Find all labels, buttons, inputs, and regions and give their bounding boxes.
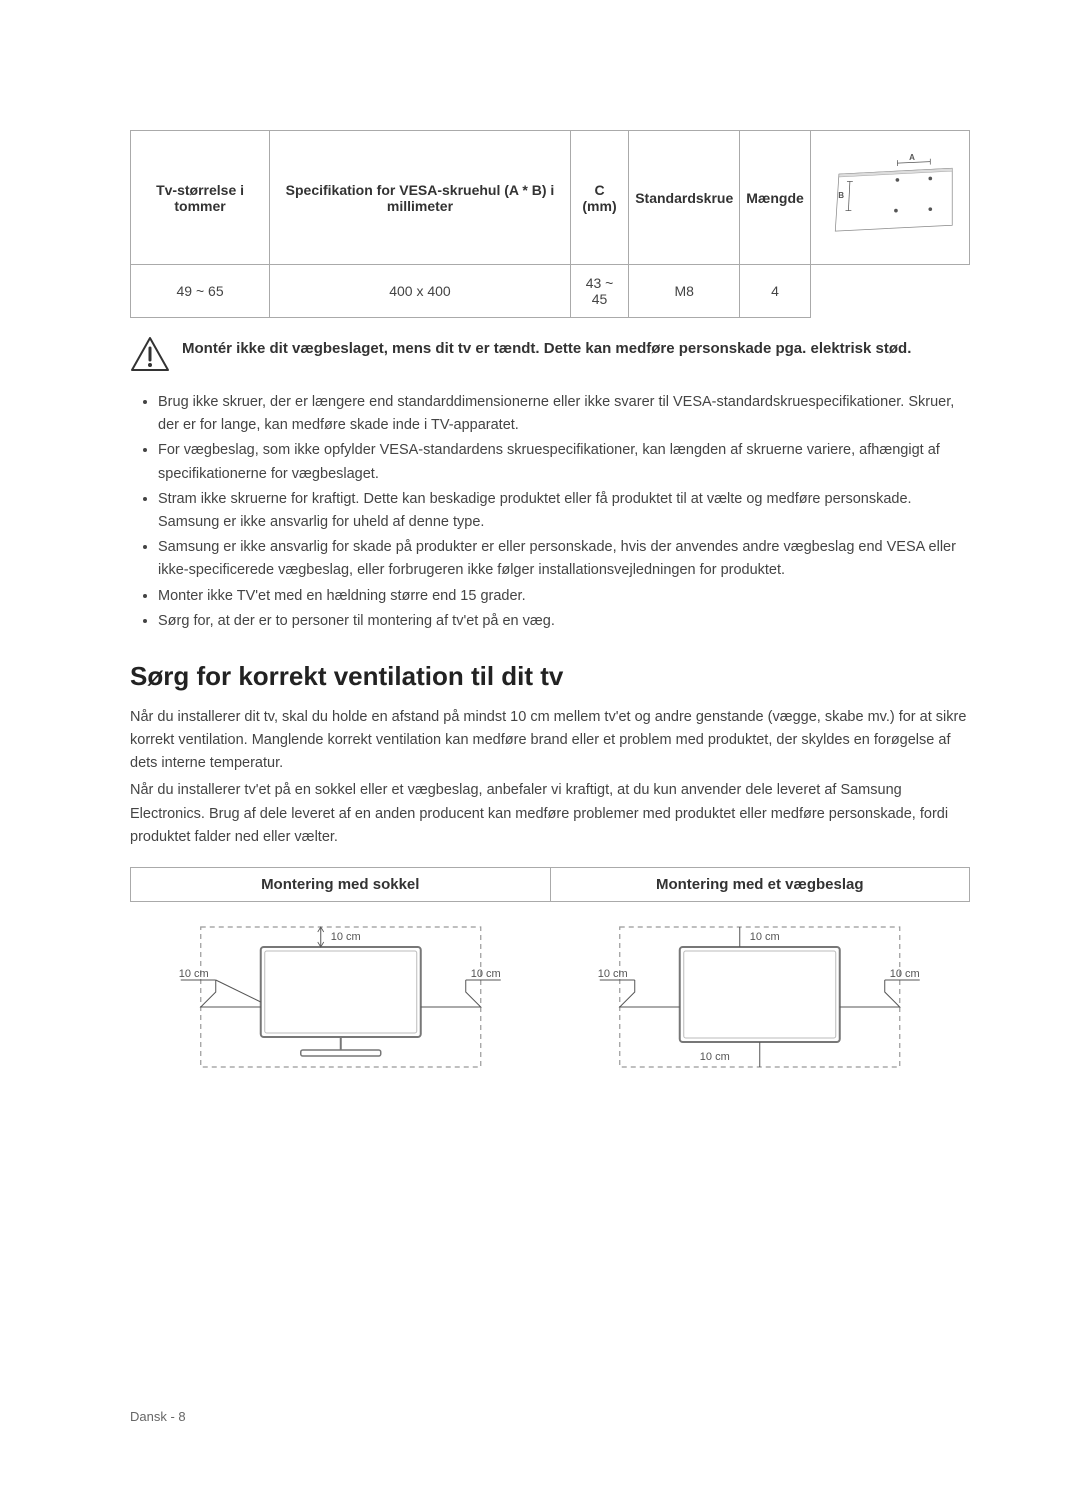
td-size: 49 ~ 65: [131, 265, 270, 318]
td-spec: 400 x 400: [270, 265, 571, 318]
wall-diagram: 10 cm 10 cm 10 cm 10 cm: [570, 912, 950, 1082]
td-c: 43 ~ 45: [570, 265, 628, 318]
dim-right: 10 cm: [890, 968, 920, 980]
warning-icon: [130, 336, 170, 377]
dim-left: 10 cm: [598, 968, 628, 980]
vesa-diagram-cell: A B: [810, 131, 969, 265]
th-c: C (mm): [570, 131, 628, 265]
th-screw: Standardskrue: [629, 131, 740, 265]
dim-left: 10 cm: [178, 968, 208, 980]
paragraph-1: Når du installerer dit tv, skal du holde…: [130, 706, 970, 776]
label-a: A: [909, 153, 915, 162]
warning-row: Montér ikke dit vægbeslaget, mens dit tv…: [130, 336, 970, 377]
label-b: B: [838, 191, 844, 200]
th-stand: Montering med sokkel: [131, 868, 551, 902]
paragraph-2: Når du installerer tv'et på en sokkel el…: [130, 779, 970, 849]
wall-diagram-cell: 10 cm 10 cm 10 cm 10 cm: [550, 902, 970, 1108]
spec-table: Tv-størrelse i tommer Specifikation for …: [130, 130, 970, 318]
bullet-item: Brug ikke skruer, der er længere end sta…: [158, 391, 970, 437]
bullet-item: Stram ikke skruerne for kraftigt. Dette …: [158, 488, 970, 534]
stand-diagram-cell: 10 cm 10 cm 10 cm: [131, 902, 551, 1108]
section-title: Sørg for korrekt ventilation til dit tv: [130, 661, 970, 692]
install-table: Montering med sokkel Montering med et væ…: [130, 867, 970, 1107]
th-size: Tv-størrelse i tommer: [131, 131, 270, 265]
stand-diagram: 10 cm 10 cm 10 cm: [151, 912, 531, 1082]
bullet-list: Brug ikke skruer, der er længere end sta…: [130, 391, 970, 633]
th-wall: Montering med et vægbeslag: [550, 868, 970, 902]
dim-top: 10 cm: [330, 931, 360, 943]
td-qty: 4: [740, 265, 811, 318]
bullet-item: Monter ikke TV'et med en hældning større…: [158, 585, 970, 608]
vesa-diagram: A B: [817, 141, 963, 251]
td-screw: M8: [629, 265, 740, 318]
bullet-item: Samsung er ikke ansvarlig for skade på p…: [158, 536, 970, 582]
th-spec: Specifikation for VESA-skruehul (A * B) …: [270, 131, 571, 265]
th-qty: Mængde: [740, 131, 811, 265]
dim-bottom: 10 cm: [700, 1051, 730, 1063]
bullet-item: Sørg for, at der er to personer til mont…: [158, 610, 970, 633]
dim-right: 10 cm: [470, 968, 500, 980]
page-footer: Dansk - 8: [130, 1409, 186, 1424]
dim-top: 10 cm: [750, 931, 780, 943]
warning-text: Montér ikke dit vægbeslaget, mens dit tv…: [182, 336, 911, 359]
bullet-item: For vægbeslag, som ikke opfylder VESA-st…: [158, 439, 970, 485]
